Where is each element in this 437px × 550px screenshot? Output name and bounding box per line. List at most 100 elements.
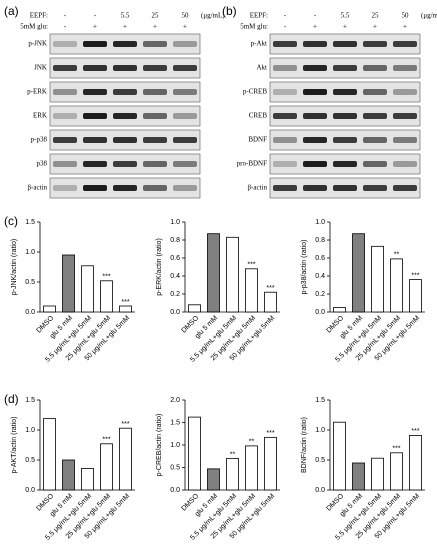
blot-band [393, 89, 417, 95]
blot-row-label: JNK [34, 64, 47, 72]
blot-row-label: Akt [257, 64, 268, 72]
blot-band [333, 161, 357, 167]
blot-row-label: pro-BDNF [237, 160, 267, 168]
y-tick-label: 1.5 [25, 219, 35, 226]
bar [81, 265, 94, 313]
blot-row-label: β-actin [248, 184, 268, 192]
glu-sign: + [153, 23, 157, 31]
significance: *** [247, 262, 255, 269]
blot-row-label: p-ERK [27, 88, 47, 96]
blot-band [173, 89, 197, 95]
bar [100, 443, 113, 491]
panel-label: (b) [222, 4, 237, 18]
y-tick-label: 0.5 [25, 457, 35, 464]
blot-band [303, 89, 327, 95]
eepf-dose: 50 [402, 12, 410, 20]
significance: *** [411, 272, 419, 279]
blot-row-label: ERK [33, 112, 47, 120]
glu-sign: - [284, 23, 287, 31]
blot-band [83, 113, 107, 119]
bar [119, 427, 132, 491]
bar [62, 459, 75, 491]
eepf-dose: - [314, 12, 317, 20]
glu-sign: + [343, 23, 347, 31]
blot-band [273, 161, 297, 167]
bar [409, 434, 422, 491]
bar [100, 280, 113, 313]
blot-band [83, 185, 107, 191]
bar [352, 462, 365, 491]
y-tick-label: 0.0 [25, 309, 35, 316]
blot-band [53, 113, 77, 119]
blot-band [173, 137, 197, 143]
blot-band [333, 185, 357, 191]
blot-band [393, 185, 417, 191]
y-tick-label: 0.0 [170, 309, 180, 316]
blot-row-label: BDNF [248, 136, 267, 144]
y-tick-label: 0.5 [170, 464, 180, 471]
blot-band [363, 113, 387, 119]
bar [333, 421, 346, 491]
bar [390, 452, 403, 491]
glu-sign: + [403, 23, 407, 31]
blot-band [113, 65, 137, 71]
significance: *** [121, 299, 129, 306]
blot-band [143, 161, 167, 167]
significance: *** [266, 430, 274, 437]
blot-band [363, 137, 387, 143]
blot-band [143, 185, 167, 191]
blot-band [303, 185, 327, 191]
y-axis-label: p-JNK/actin (ratio) [11, 239, 18, 295]
bar [371, 457, 384, 491]
blot-band [143, 41, 167, 47]
y-tick-label: 0.6 [315, 255, 325, 262]
blot-band [333, 89, 357, 95]
bar [207, 233, 220, 313]
panel-label: (a) [4, 4, 19, 18]
blot-band [363, 65, 387, 71]
y-tick-label: 0.8 [315, 237, 325, 244]
eepf-dose: 5.5 [121, 12, 130, 20]
blot-band [83, 41, 107, 47]
blot-row-label: p-CREB [243, 88, 267, 96]
bar [409, 279, 422, 313]
eepf-dose: - [64, 12, 67, 20]
blot-band [273, 113, 297, 119]
bar [43, 418, 56, 491]
blot-row-label: p-JNK [28, 40, 47, 48]
blot-band [393, 161, 417, 167]
significance: *** [266, 285, 274, 292]
glu-sign: - [64, 23, 67, 31]
blot-band [53, 161, 77, 167]
blot-band [113, 137, 137, 143]
blot-row-label: p38 [37, 160, 48, 168]
significance: ** [394, 252, 400, 259]
blot-band [53, 185, 77, 191]
bar [119, 305, 132, 313]
y-tick-label: 1.0 [315, 219, 325, 226]
panel-label: (d) [4, 392, 19, 406]
blot-band [393, 137, 417, 143]
blot-band [333, 113, 357, 119]
y-tick-label: 1.5 [315, 397, 325, 404]
blot-band [53, 41, 77, 47]
y-tick-label: 1.0 [25, 249, 35, 256]
blot-band [303, 113, 327, 119]
y-tick-label: 0.6 [170, 255, 180, 262]
y-tick-label: 0.0 [170, 487, 180, 494]
y-tick-label: 1.5 [170, 419, 180, 426]
blot-band [83, 161, 107, 167]
blot-band [113, 89, 137, 95]
y-tick-label: 0.0 [315, 309, 325, 316]
bar [226, 458, 239, 491]
bar [352, 233, 365, 313]
y-axis-label: p-ERK/actin (ratio) [156, 238, 163, 296]
blot-band [333, 65, 357, 71]
glu-label: 5mM glu: [240, 23, 268, 31]
blot-band [53, 89, 77, 95]
bar [188, 416, 201, 491]
y-tick-label: 0.0 [25, 487, 35, 494]
y-tick-label: 0.5 [25, 279, 35, 286]
blot-band [173, 65, 197, 71]
